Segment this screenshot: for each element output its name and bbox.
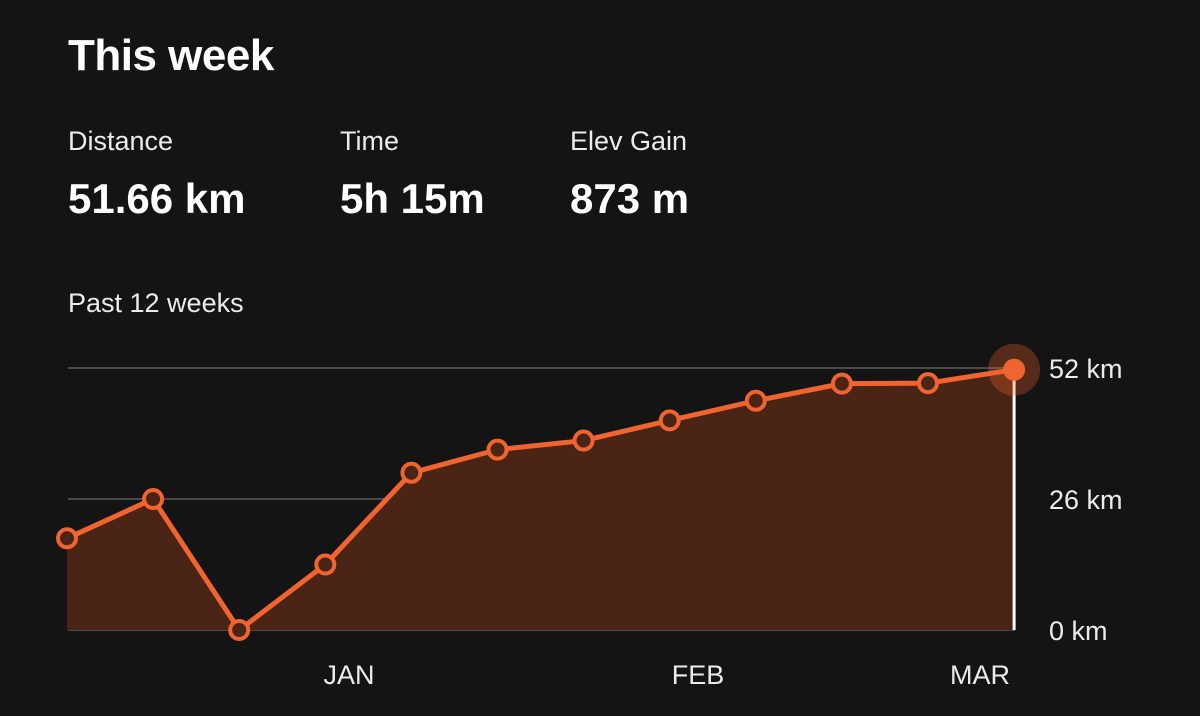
data-point	[142, 488, 165, 510]
time-value: 5h 15m	[340, 175, 485, 222]
y-tick-label: 26 km	[1049, 485, 1123, 515]
data-point	[56, 527, 78, 550]
distance-label: Distance	[68, 126, 174, 156]
elev-gain-label: Elev Gain	[570, 126, 688, 156]
x-tick-label: FEB	[672, 660, 725, 690]
x-tick-label: JAN	[323, 660, 374, 690]
y-tick-label: 52 km	[1049, 354, 1123, 384]
distance-value: 51.66 km	[68, 175, 246, 222]
page-title: This week	[68, 31, 274, 80]
series-line	[64, 367, 1017, 633]
area-fill	[67, 369, 1015, 630]
data-point	[400, 461, 423, 484]
data-point	[572, 429, 595, 452]
data-point	[658, 409, 681, 432]
data-point	[830, 372, 853, 395]
data-point-current	[1003, 358, 1026, 381]
data-point	[744, 389, 767, 412]
distance-stat: Distance 51.66 km	[68, 124, 245, 224]
elev-gain-value: 873 m	[570, 175, 690, 222]
data-point	[917, 372, 939, 395]
time-label: Time	[340, 126, 399, 156]
data-point	[486, 438, 509, 461]
data-point	[228, 619, 251, 641]
chart-period-label: Past 12 weeks	[68, 288, 244, 318]
y-tick-label: 0 km	[1049, 616, 1108, 646]
elev-gain-stat: Elev Gain 873 m	[570, 124, 689, 224]
x-tick-label: MAR	[950, 660, 1010, 690]
data-point	[314, 553, 337, 576]
time-stat: Time 5h 15m	[340, 124, 485, 224]
